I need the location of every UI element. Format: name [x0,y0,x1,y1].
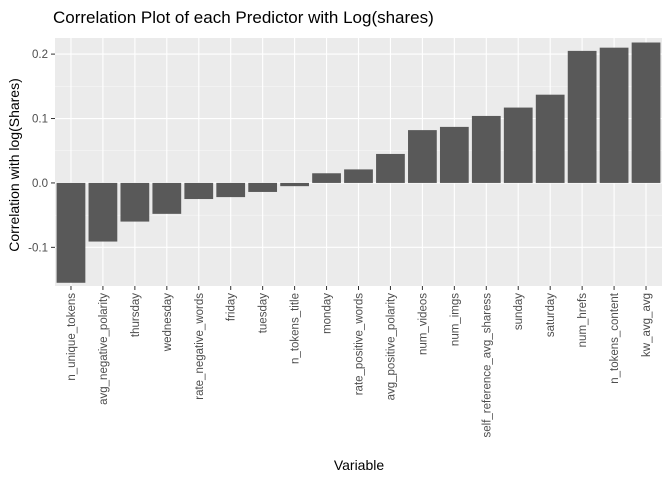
bar-friday [216,182,246,198]
x-tick-label: num_imgs [449,293,461,346]
y-axis-title: Correlation with log(Shares) [6,78,22,252]
bar-num_hrefs [567,50,597,183]
x-tick-label: rate_negative_words [194,293,206,400]
bar-tuesday [248,182,278,192]
x-tick-label: n_tokens_content [609,292,621,384]
y-tick-label: 0.2 [32,49,48,61]
x-tick-label: friday [226,293,238,321]
bar-wednesday [152,182,182,214]
x-tick-label: thursday [130,293,142,337]
axes: -0.1 0.0 0.1 0.2 n_unique_tokens avg_negative… [28,49,653,437]
bar-rate_negative_words [184,182,214,200]
x-tick-label: num_hrefs [577,293,589,348]
bar-num_videos [408,130,437,183]
x-tick-label: saturday [545,293,557,337]
x-tick-label: n_tokens_title [290,293,302,364]
x-tick-label: avg_positive_polarity [385,293,397,401]
x-tick-label: tuesday [258,293,270,334]
bars [56,42,661,283]
y-tick-label: 0.1 [32,114,48,126]
bar-kw_avg_avg [631,42,661,183]
bar-n_tokens_title [280,182,309,187]
bar-monday [312,173,341,183]
bar-avg_negative_polarity [88,182,118,242]
bar-sunday [503,107,533,183]
bar-n_unique_tokens [56,182,86,283]
bar-thursday [120,182,150,222]
x-tick-label: rate_positive_words [354,293,366,396]
bar-num_imgs [439,126,469,183]
bar-avg_positive_polarity [376,153,405,183]
x-tick-label: num_videos [417,293,429,355]
x-tick-label: avg_negative_polarity [98,293,110,405]
x-tick-label: self_reference_avg_sharess [481,293,493,438]
x-tick-label: monday [322,293,334,334]
y-tick-label: 0.0 [32,178,48,190]
y-tick-label: -0.1 [28,242,48,254]
x-axis-title: Variable [334,457,385,473]
bar-rate_positive_words [344,169,373,183]
bar-n_tokens_content [599,47,629,183]
x-tick-label: kw_avg_avg [641,293,653,357]
bar-saturday [535,94,565,183]
x-tick-label: n_unique_tokens [66,293,78,381]
x-tick-label: wednesday [162,293,174,352]
chart-title: Correlation Plot of each Predictor with … [53,8,434,27]
x-tick-label: sunday [513,293,525,330]
bar-self_reference_avg_sharess [471,115,501,183]
